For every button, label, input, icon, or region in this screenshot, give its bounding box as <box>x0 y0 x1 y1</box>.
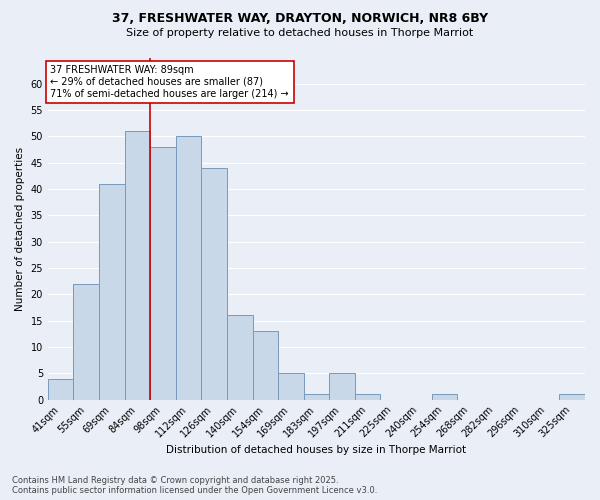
Bar <box>278 374 304 400</box>
Text: 37, FRESHWATER WAY, DRAYTON, NORWICH, NR8 6BY: 37, FRESHWATER WAY, DRAYTON, NORWICH, NR… <box>112 12 488 26</box>
Bar <box>48 378 73 400</box>
Bar <box>99 184 125 400</box>
Text: Contains HM Land Registry data © Crown copyright and database right 2025.
Contai: Contains HM Land Registry data © Crown c… <box>12 476 377 495</box>
Bar <box>73 284 99 400</box>
Text: Size of property relative to detached houses in Thorpe Marriot: Size of property relative to detached ho… <box>127 28 473 38</box>
Bar <box>304 394 329 400</box>
Bar <box>150 147 176 400</box>
Bar <box>125 131 150 400</box>
Y-axis label: Number of detached properties: Number of detached properties <box>15 146 25 310</box>
Bar <box>355 394 380 400</box>
Bar <box>329 374 355 400</box>
Bar <box>176 136 202 400</box>
Text: 37 FRESHWATER WAY: 89sqm
← 29% of detached houses are smaller (87)
71% of semi-d: 37 FRESHWATER WAY: 89sqm ← 29% of detach… <box>50 66 289 98</box>
Bar <box>227 316 253 400</box>
Bar <box>559 394 585 400</box>
Bar <box>253 331 278 400</box>
Bar <box>431 394 457 400</box>
Bar <box>202 168 227 400</box>
X-axis label: Distribution of detached houses by size in Thorpe Marriot: Distribution of detached houses by size … <box>166 445 467 455</box>
